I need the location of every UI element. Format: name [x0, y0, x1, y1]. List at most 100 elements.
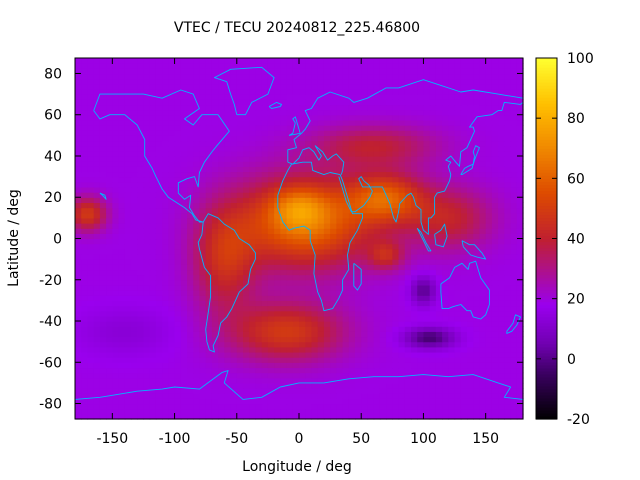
- heat-cell: [131, 155, 138, 162]
- heat-cell: [118, 253, 126, 260]
- heat-cell: [467, 362, 474, 369]
- heat-cell: [149, 305, 157, 312]
- heat-cell: [491, 310, 499, 317]
- heat-cell: [75, 171, 82, 178]
- heat-cell: [392, 223, 400, 229]
- heat-cell: [211, 403, 219, 410]
- heat-cell: [99, 68, 107, 75]
- heat-cell: [411, 269, 418, 276]
- heat-cell: [243, 166, 250, 173]
- heat-cell: [516, 377, 524, 384]
- heat-cell: [498, 155, 505, 162]
- heat-cell: [230, 99, 238, 106]
- heat-cell: [504, 413, 512, 420]
- heat-cell: [305, 104, 313, 111]
- heat-cell: [361, 114, 369, 121]
- heat-cell: [361, 388, 369, 394]
- heat-cell: [435, 94, 443, 100]
- heat-cell: [162, 336, 169, 343]
- heat-cell: [118, 233, 126, 240]
- heat-cell: [404, 140, 412, 147]
- heat-cell: [299, 145, 306, 152]
- heat-cell: [516, 228, 524, 234]
- heat-cell: [423, 125, 431, 131]
- heat-cell: [460, 284, 468, 291]
- heat-cell: [193, 253, 201, 260]
- heat-cell: [467, 341, 474, 348]
- heat-cell: [255, 161, 263, 167]
- heat-cell: [81, 377, 89, 384]
- heat-cell: [99, 125, 107, 131]
- heat-cell: [93, 171, 101, 178]
- heat-cell: [118, 135, 126, 142]
- heat-cell: [280, 382, 288, 389]
- heat-cell: [230, 181, 238, 188]
- heat-cell: [155, 300, 163, 307]
- heat-cell: [442, 300, 449, 307]
- heat-cell: [460, 253, 468, 260]
- heat-cell: [124, 269, 132, 276]
- heat-cell: [87, 413, 95, 420]
- heat-cell: [199, 264, 207, 271]
- heat-cell: [510, 125, 518, 131]
- heat-cell: [473, 181, 481, 188]
- heat-cell: [348, 99, 356, 106]
- heat-cell: [112, 150, 120, 157]
- heat-cell: [379, 68, 387, 75]
- heat-cell: [336, 372, 344, 379]
- heat-cell: [174, 377, 182, 384]
- heat-cell: [143, 326, 151, 332]
- heat-cell: [236, 393, 244, 399]
- heat-cell: [236, 403, 244, 410]
- heat-cell: [423, 161, 431, 167]
- heat-cell: [379, 243, 387, 250]
- heat-cell: [491, 78, 499, 85]
- heat-cell: [311, 357, 319, 363]
- heat-cell: [392, 264, 400, 271]
- heat-cell: [274, 135, 281, 142]
- heat-cell: [448, 362, 456, 369]
- heat-cell: [367, 228, 375, 234]
- heat-cell: [398, 393, 406, 399]
- heat-cell: [193, 119, 201, 126]
- heat-cell: [367, 68, 375, 75]
- heat-cell: [491, 253, 499, 260]
- heat-cell: [131, 279, 138, 286]
- heat-cell: [143, 346, 151, 353]
- heat-cell: [411, 140, 418, 147]
- heat-cell: [355, 150, 362, 157]
- heat-cell: [75, 372, 82, 379]
- heat-cell: [218, 413, 225, 420]
- heat-cell: [429, 223, 437, 229]
- heat-cell: [498, 135, 505, 142]
- heat-cell: [93, 140, 101, 147]
- heat-cell: [435, 88, 443, 95]
- heat-cell: [479, 248, 487, 255]
- heat-cell: [299, 377, 306, 384]
- heat-cell: [230, 413, 238, 420]
- heat-cell: [442, 279, 449, 286]
- heat-cell: [292, 300, 300, 307]
- heat-cell: [218, 130, 225, 136]
- heat-cell: [230, 382, 238, 389]
- heat-cell: [267, 166, 275, 173]
- heat-cell: [460, 202, 468, 209]
- heat-cell: [435, 259, 443, 265]
- heat-cell: [93, 155, 101, 162]
- heat-cell: [323, 99, 331, 106]
- heat-cell: [330, 372, 337, 379]
- heat-cell: [429, 233, 437, 240]
- heat-cell: [236, 83, 244, 90]
- heat-cell: [261, 135, 269, 142]
- heat-cell: [118, 408, 126, 415]
- heat-cell: [292, 150, 300, 157]
- heat-cell: [429, 315, 437, 322]
- heat-cell: [305, 140, 313, 147]
- heat-cell: [330, 274, 337, 281]
- heat-cell: [267, 321, 275, 327]
- heat-cell: [516, 145, 524, 152]
- heat-cell: [442, 253, 449, 260]
- heat-cell: [429, 269, 437, 276]
- heat-cell: [516, 305, 524, 312]
- heat-cell: [317, 83, 325, 90]
